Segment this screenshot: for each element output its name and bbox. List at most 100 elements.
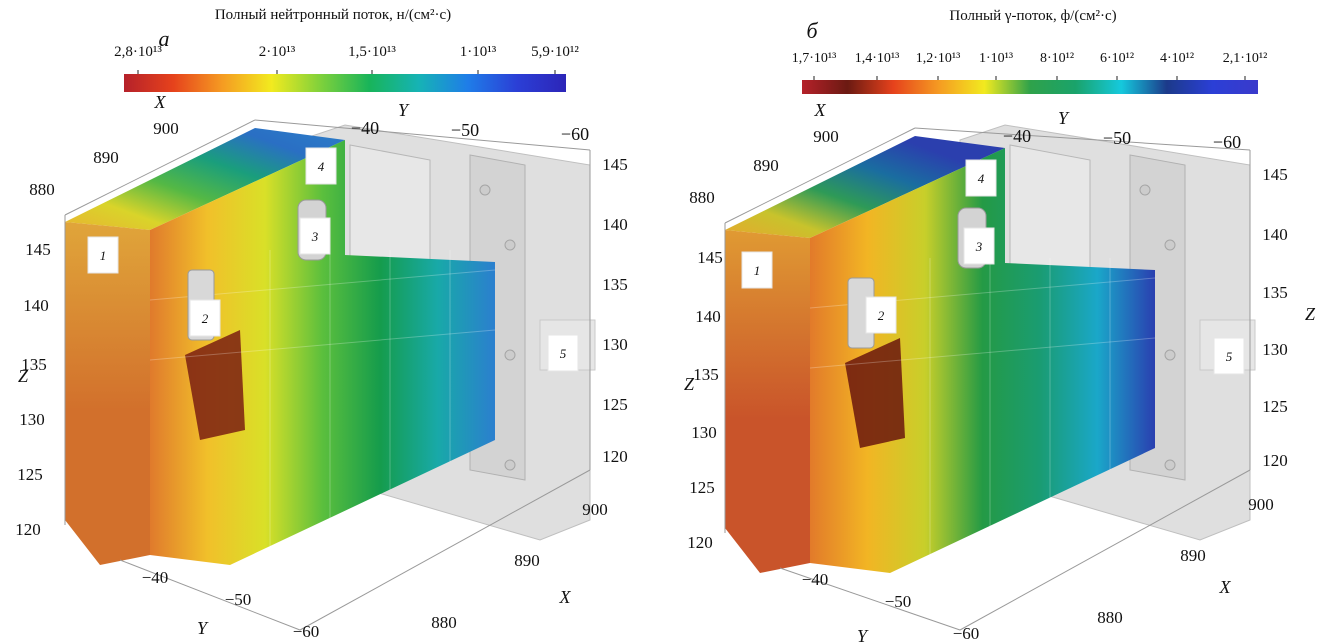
marker-label: 5 (560, 346, 567, 361)
z-tick-left-label: 120 (15, 520, 41, 539)
colorbar (802, 80, 1258, 94)
y-tick-bottom-label: −60 (953, 624, 980, 643)
z-tick-right-label: 120 (602, 447, 628, 466)
colorbar-tick-label: 1,5·10¹³ (348, 44, 396, 60)
colorbar-tick-label: 8·10¹² (1040, 51, 1074, 66)
colorbar-tick-label: 1·10¹³ (979, 51, 1013, 66)
x-tick-bottom-label: 900 (1248, 495, 1274, 514)
solid-top-face (725, 136, 1005, 238)
solid-top-face (65, 128, 345, 230)
marker-box (299, 217, 331, 255)
panel-b: Полный γ-поток, ф/(см²·с) 1,7·10¹³ 1,4·10¹… (684, 8, 1316, 644)
marker-box (1213, 337, 1245, 375)
bolt (1164, 349, 1176, 361)
x-axis-label-bottom: X (559, 587, 572, 607)
y-tick-bottom-label: −40 (802, 570, 829, 589)
z-tick-left-label: 140 (695, 307, 721, 326)
y-tick-bottom-label: −40 (142, 568, 169, 587)
z-axis-label-left: Z (18, 366, 29, 386)
x-axis-top (724, 127, 916, 224)
marker-label: 1 (754, 263, 761, 278)
x-tick-top-label: 900 (153, 119, 179, 138)
y-axis-bottom (779, 567, 961, 631)
colorbar-tick-label: 1,7·10¹³ (792, 51, 837, 66)
y-axis-label-top: Y (1058, 108, 1070, 128)
marker-3: 3 (963, 227, 995, 265)
z-tick-right-label: 125 (602, 395, 628, 414)
z-tick-left-label: 125 (17, 465, 43, 484)
marker-label: 3 (975, 239, 983, 254)
marker-2: 2 (865, 296, 897, 334)
z-tick-left-label: 135 (21, 355, 47, 374)
recess-dark (185, 330, 245, 440)
axis-box (64, 119, 591, 631)
grid-line (809, 337, 1156, 369)
panel-letter: б (806, 18, 818, 43)
colorbar-tick-label: 4·10¹² (1160, 51, 1194, 66)
colorbar-tick-label: 5,9·10¹² (531, 44, 579, 60)
colorbar (124, 74, 566, 92)
z-tick-right-label: 130 (1262, 340, 1288, 359)
z-tick-left-label: 130 (691, 423, 717, 442)
marker-5: 5 (1213, 337, 1245, 375)
y-axis-bottom (119, 559, 301, 631)
y-tick-top-label: −40 (1003, 126, 1031, 146)
marker-label: 5 (1226, 349, 1233, 364)
x-axis-label-top: X (814, 100, 827, 120)
y-axis-top (914, 127, 1251, 151)
y-axis-label-top: Y (398, 100, 410, 120)
panel-a: Полный нейтронный поток, н/(см²·с) 2,8·10… (15, 7, 628, 641)
marker-box (87, 236, 119, 274)
y-tick-top-label: −40 (351, 118, 379, 138)
z-axis-label-left: Z (684, 374, 695, 394)
y-axis-top (254, 119, 591, 151)
x-axis-label-bottom: X (1219, 577, 1232, 597)
z-tick-left-label: 125 (689, 478, 715, 497)
marker-label: 3 (311, 229, 319, 244)
x-tick-top-label: 880 (689, 188, 715, 207)
colorbar-tick-label: 1,2·10¹³ (916, 51, 961, 66)
colorbar-tick-label: 1·10¹³ (460, 44, 497, 60)
y-tick-bottom-label: −60 (293, 622, 320, 641)
grid-line (149, 329, 496, 361)
z-tick-right-label: 125 (1262, 397, 1288, 416)
bolt (504, 239, 516, 251)
x-axis-bottom (299, 469, 591, 631)
marker-box (547, 334, 579, 372)
z-tick-right-label: 140 (602, 215, 628, 234)
marker-label: 4 (318, 159, 325, 174)
bolt (1164, 459, 1176, 471)
y-tick-top-label: −60 (561, 124, 589, 144)
axis-box (724, 127, 1251, 631)
z-tick-right-label: 130 (602, 335, 628, 354)
z-tick-left-label: 120 (687, 533, 713, 552)
marker-box (305, 147, 337, 185)
marker-label: 1 (100, 248, 107, 263)
marker-4: 4 (305, 147, 337, 185)
z-tick-right-label: 120 (1262, 451, 1288, 470)
colorbar-tick-label: 2·10¹³ (259, 44, 296, 60)
z-tick-right-label: 140 (1262, 225, 1288, 244)
x-tick-bottom-label: 900 (582, 500, 608, 519)
bolt (479, 184, 491, 196)
colorbar-tick-label: 2,8·10¹³ (114, 44, 162, 60)
bolt (1164, 239, 1176, 251)
y-tick-top-label: −50 (1103, 128, 1131, 148)
solid-front-face (65, 222, 150, 565)
y-axis-label-bottom: Y (197, 618, 209, 638)
panel-letter: а (159, 26, 170, 51)
x-axis-top (64, 119, 256, 216)
marker-3: 3 (299, 217, 331, 255)
colorbar-tick-label: 6·10¹² (1100, 51, 1134, 66)
z-tick-right-label: 145 (1262, 165, 1288, 184)
marker-2: 2 (189, 299, 221, 337)
marker-box (965, 159, 997, 197)
x-tick-bottom-label: 880 (1097, 608, 1123, 627)
colorbar-tick-label: 1,4·10¹³ (855, 51, 900, 66)
z-tick-left-label: 130 (19, 410, 45, 429)
marker-4: 4 (965, 159, 997, 197)
y-tick-bottom-label: −50 (885, 592, 912, 611)
x-tick-bottom-label: 890 (514, 551, 540, 570)
